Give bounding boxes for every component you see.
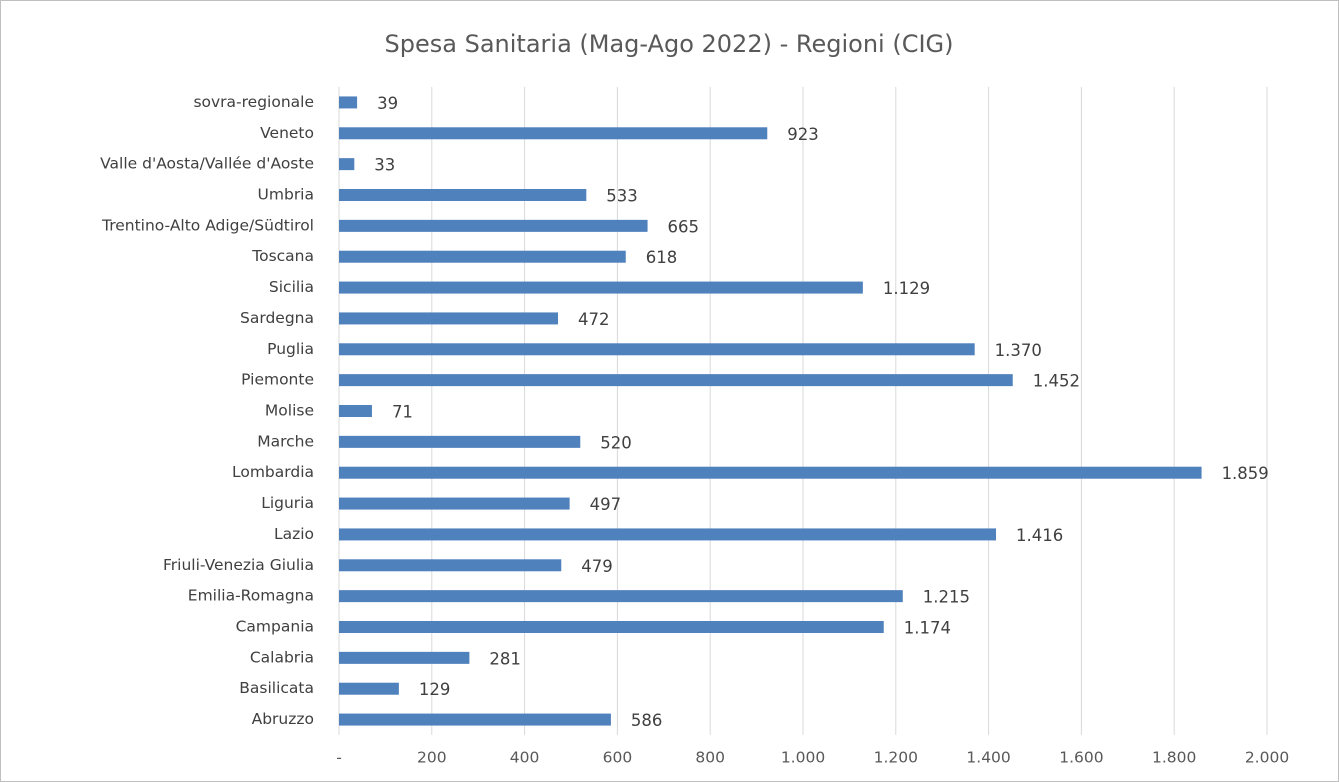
x-tick-label: 1.800 [1152,749,1196,767]
y-tick-label: Toscana [251,247,314,265]
value-label: 472 [578,310,610,329]
value-label: 1.370 [995,341,1042,360]
value-label: 39 [377,94,398,113]
y-tick-label: Piemonte [241,371,314,389]
value-label: 129 [419,680,451,699]
value-label: 33 [374,156,395,175]
bar [339,466,1202,479]
value-label: 1.452 [1033,372,1080,391]
value-label: 618 [646,248,678,267]
y-tick-label: Sardegna [240,309,314,327]
bar [339,312,559,325]
value-label: 71 [392,403,413,422]
bar [339,219,648,232]
bar [339,590,903,603]
bar [339,435,581,448]
bar [339,621,884,633]
x-tick-label: 400 [510,749,540,767]
bar [339,374,1013,387]
y-tick-label: Emilia-Romagna [188,587,314,605]
bar [339,528,997,541]
value-label: 1.416 [1016,526,1063,545]
y-tick-label: Campania [236,618,314,636]
bar [339,651,470,664]
value-label: 497 [590,495,622,514]
value-label: 1.215 [923,588,970,607]
value-label: 1.174 [904,619,951,638]
x-tick-label: 2.000 [1245,749,1289,767]
x-tick-label: 1.600 [1059,749,1103,767]
bar [339,559,562,572]
chart-title: Spesa Sanitaria (Mag-Ago 2022) - Regioni… [385,30,954,58]
x-tick-label: 200 [417,749,447,767]
y-tick-label: Lombardia [232,463,314,481]
y-tick-label: Umbria [258,186,314,204]
bar [339,281,863,294]
value-label: 479 [581,557,613,576]
bar [339,405,372,417]
y-tick-label: Abruzzo [252,710,314,728]
bar [339,189,587,201]
y-tick-label: Lazio [274,525,314,543]
x-tick-label: 600 [603,749,633,767]
x-tick-label: 800 [695,749,725,767]
y-tick-label: Molise [265,402,314,420]
bar [339,713,611,726]
x-tick-label: 1.000 [781,749,825,767]
value-label: 533 [606,187,638,206]
value-label: 586 [631,711,663,730]
y-tick-label: Liguria [261,494,314,512]
value-label: 665 [668,217,700,236]
y-tick-label: Basilicata [239,679,314,697]
bar [339,127,768,140]
value-label: 1.129 [883,279,930,298]
value-label: 923 [787,125,819,144]
bar [339,497,570,510]
bar [339,158,355,171]
y-tick-label: Valle d'Aosta/Vallée d'Aoste [100,155,314,173]
y-tick-label: sovra-regionale [193,93,314,111]
bar [339,682,399,695]
bar [339,250,626,263]
bar [339,343,975,356]
x-tick-label: 1.400 [966,749,1010,767]
y-tick-label: Puglia [267,340,314,358]
value-label: 1.859 [1222,464,1269,483]
y-tick-label: Friuli-Venezia Giulia [163,556,314,574]
x-tick-label: 1.200 [874,749,918,767]
y-tick-label: Trentino-Alto Adige/Südtirol [101,216,314,234]
y-tick-label: Calabria [250,648,314,666]
x-tick-label: - [336,749,342,767]
y-tick-label: Veneto [260,124,314,142]
bar [339,96,358,109]
value-label: 520 [600,433,632,452]
value-label: 281 [489,649,521,668]
y-tick-label: Marche [257,432,314,450]
y-tick-label: Sicilia [269,278,314,296]
